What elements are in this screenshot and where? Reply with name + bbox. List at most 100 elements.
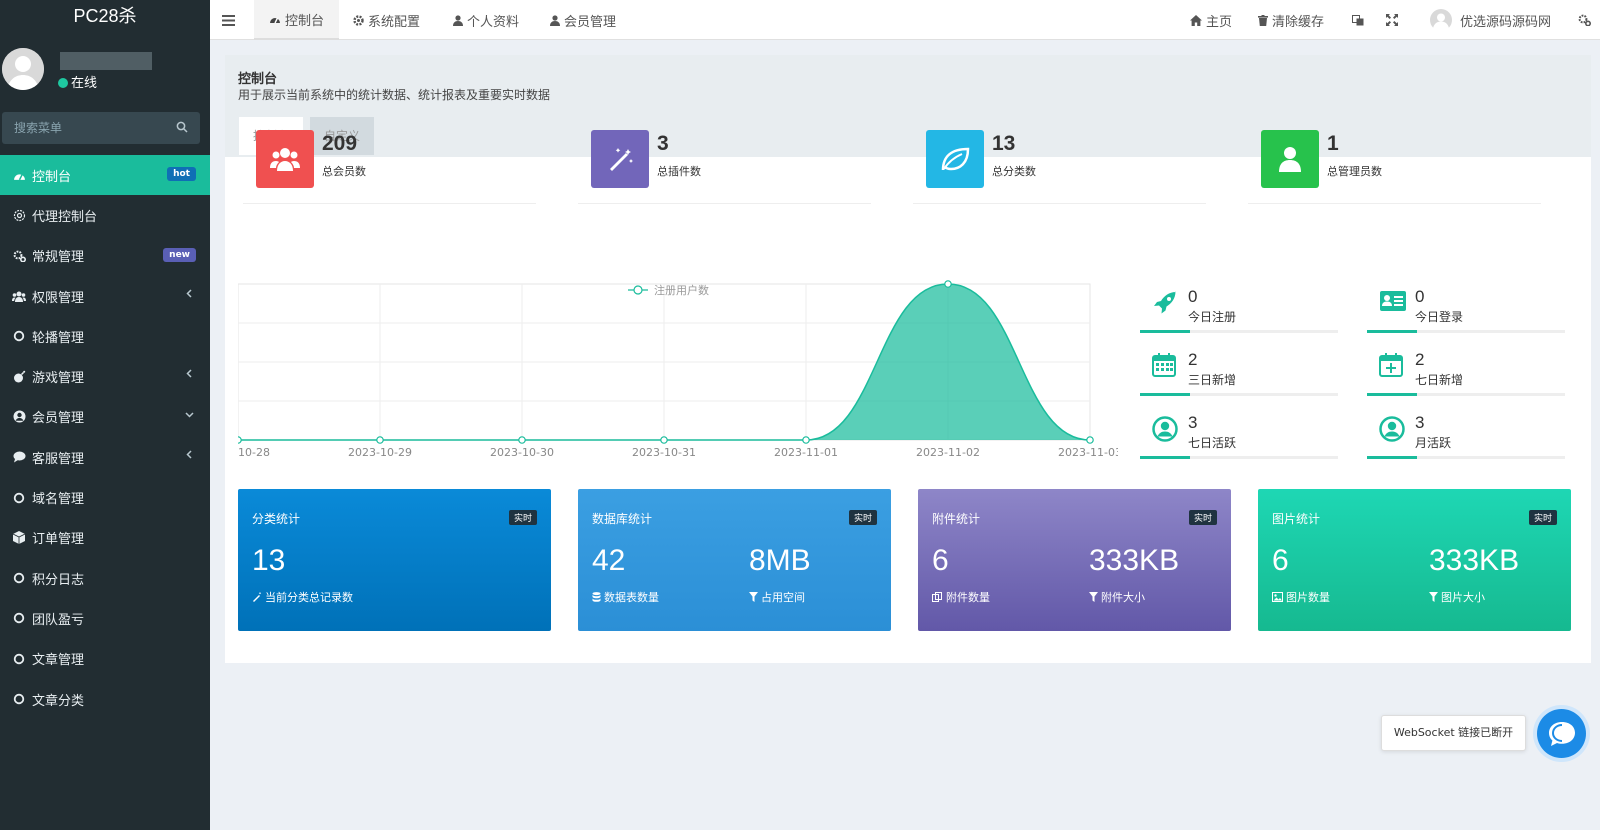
panel-sub-label: 数据表数量 bbox=[604, 591, 659, 604]
mini-stat-value: 0 bbox=[1415, 287, 1425, 306]
online-dot-icon bbox=[58, 78, 68, 88]
user-icon bbox=[550, 14, 560, 26]
mini-stat-accent bbox=[1140, 456, 1190, 459]
filter-icon bbox=[1089, 592, 1101, 602]
chart-data-point bbox=[944, 280, 952, 288]
panel-sub-label: 占用空间 bbox=[761, 591, 805, 604]
circle-icon bbox=[12, 692, 26, 706]
chart-x-tick-label: 2023-10-28 bbox=[238, 446, 270, 459]
avatar[interactable] bbox=[2, 48, 44, 90]
panel-sub: 附件大小 bbox=[1089, 589, 1145, 605]
panel-value: 8MB bbox=[749, 544, 811, 577]
mini-stat-accent bbox=[1140, 393, 1190, 396]
home-link[interactable]: 主页 bbox=[1190, 0, 1232, 40]
wand-icon bbox=[252, 592, 265, 602]
sidebar-item-8[interactable]: 域名管理 bbox=[0, 477, 210, 517]
mini-stat-label: 七日新增 bbox=[1415, 373, 1464, 387]
page-subtitle: 用于展示当前系统中的统计数据、统计报表及重要实时数据 bbox=[238, 88, 551, 102]
menu-search-input[interactable] bbox=[2, 112, 162, 144]
panel-title: 数据库统计 bbox=[592, 512, 653, 526]
home-label: 主页 bbox=[1206, 14, 1233, 30]
mini-stat: 2 三日新增 bbox=[1140, 346, 1338, 396]
sidebar-item-13[interactable]: 文章分类 bbox=[0, 679, 210, 719]
sidebar-item-3[interactable]: 权限管理 bbox=[0, 276, 210, 316]
sidebar-item-label: 文章分类 bbox=[32, 693, 85, 709]
chart-x-tick-label: 2023-10-29 bbox=[348, 446, 412, 459]
mini-stat-label: 月活跃 bbox=[1415, 436, 1452, 450]
cube-icon bbox=[12, 531, 26, 545]
sidebar-item-label: 游戏管理 bbox=[32, 371, 85, 387]
users-icon bbox=[270, 148, 300, 171]
mini-stat-label: 今日注册 bbox=[1188, 310, 1237, 324]
mini-stat: 3 月活跃 bbox=[1367, 409, 1565, 459]
username-redacted bbox=[60, 52, 152, 70]
mini-stat: 0 今日登录 bbox=[1367, 283, 1565, 333]
sidebar-toggle-button[interactable] bbox=[222, 0, 246, 40]
nav-tab-profile[interactable]: 个人资料 bbox=[453, 0, 519, 40]
dashboard-icon bbox=[12, 168, 26, 182]
search-icon[interactable] bbox=[176, 121, 188, 133]
image-icon bbox=[1272, 592, 1286, 602]
sidebar-item-9[interactable]: 订单管理 bbox=[0, 518, 210, 558]
chevron-left-icon bbox=[185, 450, 194, 459]
user-icon bbox=[453, 14, 463, 26]
user-icon bbox=[1279, 147, 1301, 172]
stat-value: 13 bbox=[992, 132, 1016, 155]
sidebar-item-11[interactable]: 团队盈亏 bbox=[0, 598, 210, 638]
vcard-icon bbox=[1379, 290, 1407, 312]
sidebar-item-1[interactable]: 代理控制台 bbox=[0, 195, 210, 235]
gear-icon bbox=[353, 14, 364, 26]
chat-button[interactable] bbox=[1537, 709, 1586, 758]
status-text: 在线 bbox=[71, 76, 98, 91]
files-icon bbox=[932, 592, 946, 602]
sidebar-item-label: 权限管理 bbox=[32, 290, 85, 306]
sidebar-item-4[interactable]: 轮播管理 bbox=[0, 316, 210, 356]
sidebar-item-2[interactable]: 常规管理 new bbox=[0, 236, 210, 276]
fullscreen-button[interactable] bbox=[1386, 0, 1402, 40]
cogs-icon bbox=[1578, 14, 1591, 26]
cogs-icon bbox=[12, 249, 26, 263]
sidebar-item-12[interactable]: 文章管理 bbox=[0, 639, 210, 679]
sidebar-item-label: 代理控制台 bbox=[32, 209, 98, 225]
hamburger-icon bbox=[222, 14, 235, 26]
nav-tab-member-manage[interactable]: 会员管理 bbox=[550, 0, 616, 40]
home-icon bbox=[1190, 14, 1202, 26]
realtime-tag: 实时 bbox=[508, 510, 537, 525]
sidebar-item-label: 会员管理 bbox=[32, 411, 85, 427]
panel-value: 333KB bbox=[1089, 544, 1180, 577]
mini-stat-value: 0 bbox=[1188, 287, 1198, 306]
leaf-icon bbox=[941, 147, 970, 171]
nav-tab-dashboard[interactable]: 控制台 bbox=[254, 0, 340, 40]
app-logo[interactable]: PC28杀 bbox=[0, 0, 210, 34]
control-sidebar-button[interactable] bbox=[1578, 0, 1595, 40]
chevron-left-icon bbox=[185, 289, 194, 298]
mini-stat-label: 今日登录 bbox=[1415, 310, 1464, 324]
panel-sub-label: 附件数量 bbox=[946, 591, 990, 604]
chart-data-point bbox=[660, 436, 668, 444]
sidebar-item-5[interactable]: 游戏管理 bbox=[0, 356, 210, 396]
sidebar-item-10[interactable]: 积分日志 bbox=[0, 558, 210, 598]
clear-cache-button[interactable]: 清除缓存 bbox=[1258, 0, 1324, 40]
stat-label: 总会员数 bbox=[322, 165, 366, 178]
sidebar-item-0[interactable]: 控制台 hot bbox=[0, 155, 210, 196]
group-icon bbox=[12, 289, 26, 303]
language-button[interactable] bbox=[1352, 0, 1368, 40]
sidebar-item-7[interactable]: 客服管理 bbox=[0, 437, 210, 477]
tab-custom[interactable]: 自定义 bbox=[310, 117, 375, 155]
filter-icon bbox=[1429, 592, 1441, 602]
panel-sub-label: 图片数量 bbox=[1286, 591, 1330, 604]
sidebar-item-label: 常规管理 bbox=[32, 250, 85, 266]
menu-badge: hot bbox=[167, 167, 196, 181]
sidebar-item-6[interactable]: 会员管理 bbox=[0, 397, 210, 437]
nav-tab-system-config[interactable]: 系统配置 bbox=[353, 0, 420, 40]
user-menu[interactable]: 优选源码源码网 bbox=[1430, 0, 1551, 40]
panel-value: 6 bbox=[932, 544, 949, 577]
stat-icon-box bbox=[591, 130, 649, 188]
nav-tab-label: 会员管理 bbox=[564, 14, 617, 30]
stat-panel: 图片统计 实时 6 图片数量 333KB 图片大小 bbox=[1258, 489, 1571, 631]
sidebar-item-label: 控制台 bbox=[32, 169, 72, 185]
circle-icon bbox=[12, 491, 26, 505]
panel-sub: 图片数量 bbox=[1272, 589, 1330, 605]
filter-icon bbox=[749, 592, 761, 602]
